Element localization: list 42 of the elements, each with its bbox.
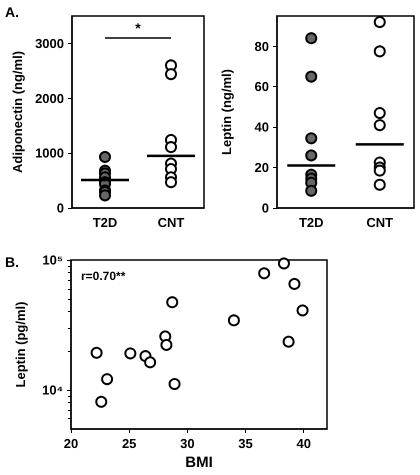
point [95, 396, 108, 408]
point [228, 314, 240, 326]
point [101, 373, 114, 386]
y-tick-label: 20 [254, 160, 269, 176]
y-tick-label: 80 [254, 38, 269, 54]
point [144, 356, 156, 368]
y-tick-label: 0 [56, 200, 64, 216]
x-tick-label: CNT [366, 215, 394, 230]
x-tick-label: T2D [298, 215, 324, 230]
y-tick-label: 3000 [35, 36, 64, 51]
y-tick-label: 60 [254, 79, 269, 94]
chart-title: A. [5, 4, 19, 20]
point [282, 336, 295, 348]
y-axis-title: Leptin (pg/ml) [13, 302, 28, 388]
x-tick-label: 30 [180, 436, 195, 451]
chart-title: B. [5, 254, 19, 270]
x-tick-label: 35 [238, 436, 253, 451]
point [166, 296, 178, 308]
point [90, 346, 103, 359]
y-axis-title: Adiponectin (ng/ml) [10, 50, 26, 174]
point [168, 378, 181, 390]
point [296, 304, 309, 316]
point [124, 347, 136, 360]
x-tick-label: 40 [296, 436, 311, 451]
y-axis-title: Leptin (ng/ml) [219, 69, 234, 155]
annotation: * [135, 20, 142, 36]
y-tick-label: 10⁴ [42, 382, 63, 398]
point [278, 257, 290, 270]
y-tick-label: 0 [262, 200, 269, 216]
x-axis-title: BMI [185, 454, 213, 471]
y-tick-label: 1000 [35, 146, 64, 161]
point [258, 267, 270, 280]
point [288, 278, 300, 290]
y-tick-label: 2000 [35, 90, 64, 106]
annotation: r=0.70** [81, 269, 126, 283]
x-tick-label: CNT [158, 215, 184, 230]
y-tick-label: 40 [254, 120, 269, 135]
x-tick-label: 20 [64, 436, 78, 451]
y-tick-label: 10⁵ [42, 252, 63, 268]
x-tick-label: 25 [122, 436, 136, 451]
x-tick-label: T2D [92, 215, 118, 230]
point [160, 338, 172, 351]
